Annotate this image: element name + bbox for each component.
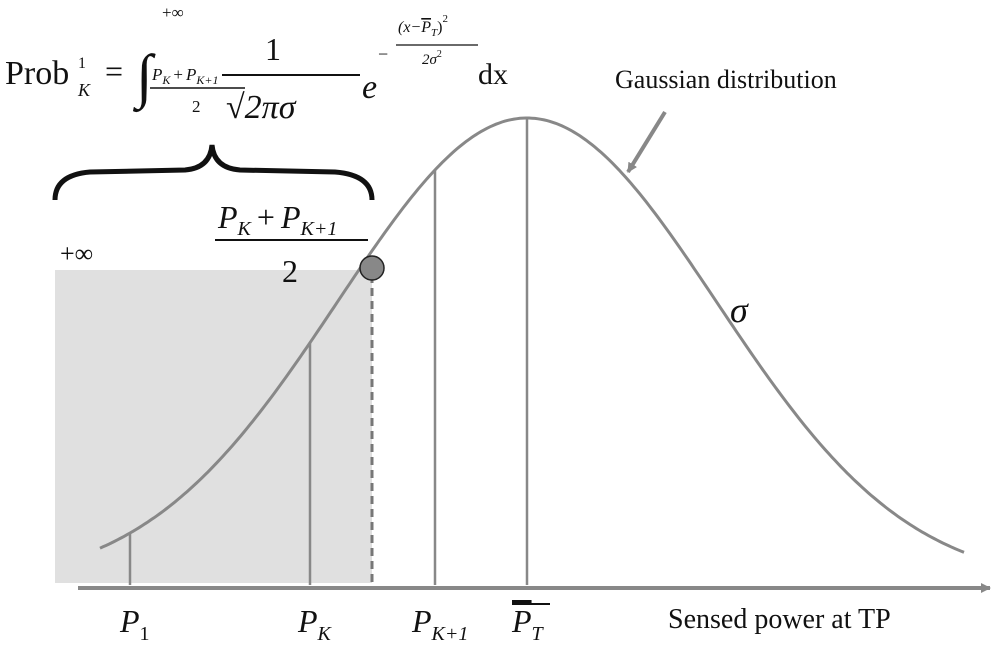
curve-label: Gaussian distribution <box>615 65 837 94</box>
symbol: P <box>420 19 431 36</box>
formula-e: e <box>362 69 377 106</box>
formula-exp-sign: − <box>378 44 388 64</box>
shade-label: +∞ <box>60 239 93 268</box>
formula: Prob 1 K = ∫ +∞ PK + PK+1 2 1 √2πσ e − (x−… <box>5 3 508 126</box>
axis-title: Sensed power at TP <box>668 604 891 635</box>
formula-prob: Prob <box>5 55 69 92</box>
expr: ) <box>437 19 442 36</box>
threshold-num: PK + PK+1 <box>217 199 337 240</box>
formula-exp-den: 2σ2 <box>422 49 442 68</box>
symbol: P <box>185 65 196 84</box>
tick-label: PK+1 <box>411 603 468 645</box>
formula-lower-den: 2 <box>192 97 201 116</box>
subscript: T <box>532 623 545 645</box>
sigma-label: σ <box>730 290 749 330</box>
operator: + <box>173 65 183 84</box>
subscript: K+1 <box>299 218 337 240</box>
subscript: K <box>161 73 171 87</box>
symbol: P <box>297 603 318 639</box>
tick-label: PT <box>511 603 545 645</box>
subscript: K <box>317 623 333 645</box>
symbol: P <box>119 603 140 639</box>
symbol: P <box>411 603 432 639</box>
formula-coef-num: 1 <box>265 31 281 67</box>
threshold-point <box>359 255 385 281</box>
formula-lower: PK + PK+1 <box>151 65 219 87</box>
operator: + <box>257 199 275 235</box>
expr: (x− <box>398 19 421 36</box>
formula-sup: 1 <box>78 55 86 72</box>
superscript: 2 <box>437 49 442 60</box>
symbol: P <box>151 65 162 84</box>
threshold-den: 2 <box>282 253 298 289</box>
formula-integral: ∫ <box>133 43 156 113</box>
formula-sub: K <box>77 80 91 100</box>
symbol: P <box>280 199 301 235</box>
subscript: K+1 <box>431 623 469 645</box>
tick-label: P1 <box>119 603 150 645</box>
curve-pointer <box>626 110 667 174</box>
formula-upper: +∞ <box>162 3 184 22</box>
brace <box>52 144 375 201</box>
formula-dx: dx <box>478 58 508 91</box>
gaussian-curve <box>99 116 965 554</box>
expr: 2σ <box>422 52 438 68</box>
subscript: 1 <box>140 623 150 645</box>
formula-coef-den: √2πσ <box>226 89 297 126</box>
superscript: 2 <box>442 13 448 25</box>
tick-label: PK <box>297 603 333 645</box>
symbol: P <box>217 199 238 235</box>
symbol: P <box>511 603 532 639</box>
formula-exp-num: (x−PT)2 <box>398 13 448 39</box>
shaded-area <box>55 270 372 583</box>
subscript: T <box>431 27 438 39</box>
subscript: K+1 <box>195 73 218 87</box>
formula-equals: = <box>105 53 123 89</box>
subscript: K <box>237 218 253 240</box>
